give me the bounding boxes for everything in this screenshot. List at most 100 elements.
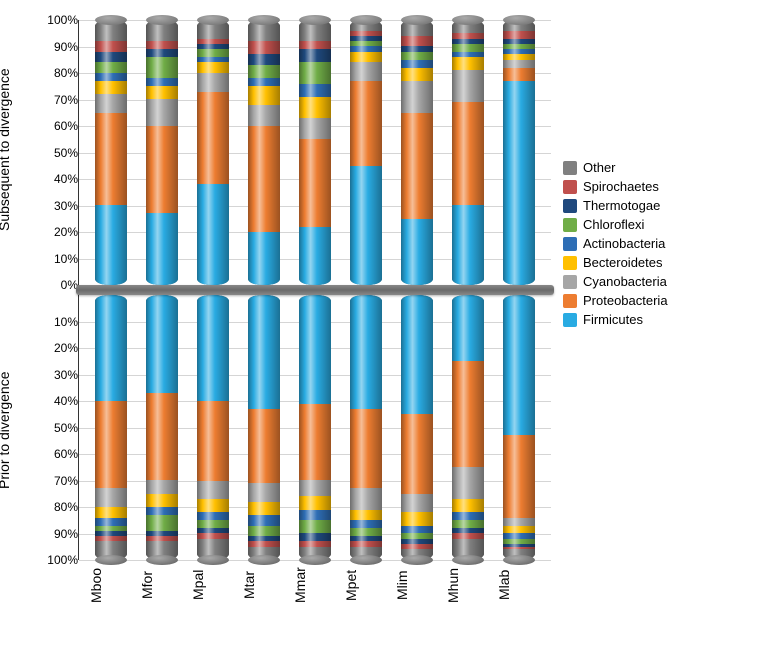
segment-actinobacteria [350,520,382,528]
xlabel-Mhun: Mhun [445,560,489,614]
segment-firmicutes [299,227,331,285]
segment-spirochaetes [146,41,178,49]
segment-becteroidetes [146,494,178,507]
segment-proteobacteria [503,68,535,81]
xlabel-Mlim: Mlim [394,560,438,614]
segment-becteroidetes [350,510,382,521]
swatch-icon [563,161,577,175]
ytick: 20% [54,225,78,239]
segment-chloroflexi [452,520,484,528]
segment-chloroflexi [248,65,280,78]
legend-label: Proteobacteria [583,293,668,308]
segment-becteroidetes [401,512,433,525]
swatch-icon [563,275,577,289]
segment-proteobacteria [95,401,127,488]
segment-proteobacteria [401,113,433,219]
segment-spirochaetes [95,41,127,52]
segment-firmicutes [401,295,433,414]
segment-chloroflexi [350,528,382,536]
legend-label: Actinobacteria [583,236,665,251]
mid-axis [76,285,554,295]
legend: OtherSpirochaetesThermotogaeChloroflexiA… [563,160,668,331]
segment-firmicutes [503,295,535,435]
segment-actinobacteria [401,60,433,68]
ytick: 90% [54,527,78,541]
segment-becteroidetes [503,526,535,534]
ytick: 80% [54,66,78,80]
segment-chloroflexi [95,62,127,73]
segment-becteroidetes [248,502,280,515]
segment-becteroidetes [452,499,484,512]
swatch-icon [563,256,577,270]
legend-label: Becteroidetes [583,255,663,270]
segment-actinobacteria [299,84,331,97]
segment-cyanobacteria [452,70,484,102]
ytick: 70% [54,93,78,107]
segment-actinobacteria [95,518,127,526]
segment-cyanobacteria [248,105,280,126]
segment-chloroflexi [197,49,229,57]
segment-firmicutes [146,295,178,393]
swatch-icon [563,237,577,251]
segment-proteobacteria [350,409,382,489]
legend-item-other: Other [563,160,668,175]
ytick: 50% [54,421,78,435]
segment-proteobacteria [197,401,229,481]
segment-cyanobacteria [503,518,535,526]
segment-becteroidetes [299,496,331,509]
legend-label: Other [583,160,616,175]
y-label-top: Subsequent to divergence [0,20,12,280]
legend-item-firmicutes: Firmicutes [563,312,668,327]
segment-proteobacteria [95,113,127,206]
legend-label: Firmicutes [583,312,643,327]
segment-actinobacteria [146,78,178,86]
legend-item-becteroidetes: Becteroidetes [563,255,668,270]
swatch-icon [563,313,577,327]
segment-firmicutes [401,219,433,285]
ytick: 10% [54,315,78,329]
segment-proteobacteria [299,404,331,481]
xlabel-Mpet: Mpet [343,560,387,614]
xlabel-Mmar: Mmar [292,560,336,614]
segment-becteroidetes [95,81,127,94]
segment-proteobacteria [146,393,178,480]
segment-chloroflexi [299,520,331,533]
xlabel-Mlab: Mlab [496,560,540,614]
legend-item-spirochaetes: Spirochaetes [563,179,668,194]
segment-spirochaetes [299,41,331,49]
ytick: 50% [54,146,78,160]
ytick: 30% [54,199,78,213]
legend-item-actinobacteria: Actinobacteria [563,236,668,251]
segment-firmicutes [503,81,535,285]
ytick: 60% [54,447,78,461]
segment-proteobacteria [146,126,178,213]
segment-becteroidetes [197,499,229,512]
segment-actinobacteria [248,515,280,526]
legend-label: Spirochaetes [583,179,659,194]
segment-cyanobacteria [350,62,382,81]
ytick: 20% [54,341,78,355]
segment-proteobacteria [248,409,280,483]
segment-chloroflexi [248,526,280,537]
segment-proteobacteria [503,435,535,517]
segment-cyanobacteria [503,60,535,68]
x-axis-labels: MbooMforMpalMtarMmarMpetMlimMhunMlab [78,560,550,614]
segment-becteroidetes [197,62,229,73]
segment-chloroflexi [146,515,178,531]
legend-item-cyanobacteria: Cyanobacteria [563,274,668,289]
ytick: 40% [54,172,78,186]
segment-proteobacteria [452,102,484,205]
swatch-icon [563,180,577,194]
y-label-bottom: Prior to divergence [0,300,12,560]
segment-cyanobacteria [95,94,127,113]
ytick: 80% [54,500,78,514]
segment-cyanobacteria [299,118,331,139]
segment-proteobacteria [197,92,229,185]
segment-becteroidetes [350,52,382,63]
legend-label: Cyanobacteria [583,274,667,289]
segment-proteobacteria [248,126,280,232]
chart-container: Subsequent to divergence Prior to diverg… [20,20,746,560]
segment-cyanobacteria [401,494,433,513]
segment-thermotogae [248,54,280,65]
segment-actinobacteria [452,512,484,520]
